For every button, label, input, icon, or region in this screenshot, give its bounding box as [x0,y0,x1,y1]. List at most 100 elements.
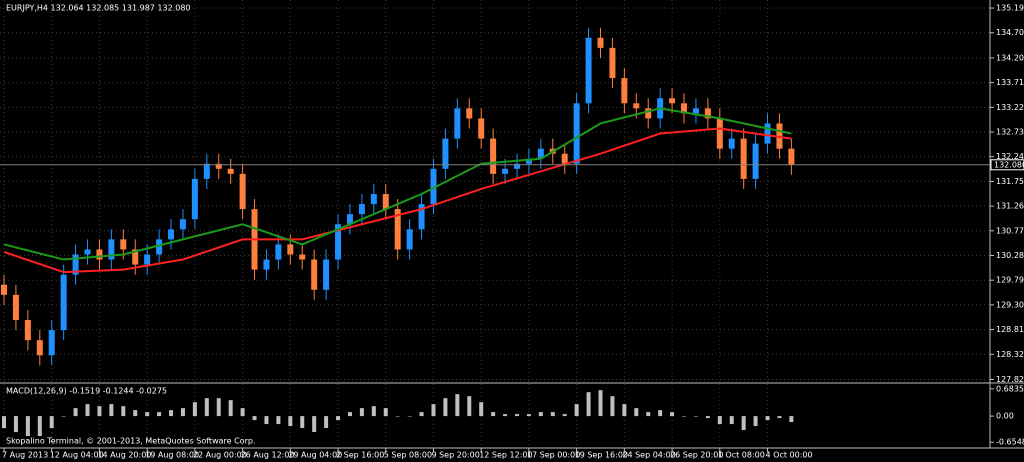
candle-body [12,294,19,321]
candle-body [36,340,43,356]
macd-bar [467,396,472,417]
macd-bar [741,416,746,431]
moving-average [3,107,792,261]
macd-bar [670,412,675,417]
macd-bar [25,416,30,437]
macd-bar [324,416,329,429]
macd-bar [610,396,615,417]
candle-body [609,47,616,79]
y-tick-label: 127.820 [996,375,1024,384]
macd-bar [133,410,138,417]
macd-bar [252,416,257,421]
candle-body [144,254,151,265]
candle-body [84,249,91,255]
macd-bar [622,404,627,417]
candle-body [60,274,67,331]
y-tick-label: 128.320 [996,350,1024,359]
candle-body [585,37,592,104]
macd-bar [109,404,114,417]
candle-body [525,158,532,164]
y-tick-label: 0.6835 [996,384,1024,393]
candle-body [203,163,210,179]
x-tick-label: 7 Aug 2013 [2,451,48,460]
macd-bar [157,412,162,417]
chart-title: EURJPY,H4 132.064 132.085 131.987 132.08… [6,4,191,13]
y-tick-label: 134.200 [996,53,1024,62]
y-tick-label: 131.260 [996,202,1024,211]
x-tick-label: 4 Oct 00:00 [766,451,813,460]
macd-bar [562,414,567,417]
last-price-label: 132.080 [994,160,1024,169]
candle-body [370,194,377,205]
candle-body [132,249,139,265]
macd-bar [264,416,269,425]
candle-body [573,103,580,164]
candle-body [239,173,246,210]
macd-bar [276,416,281,425]
macd-bar [419,412,424,417]
x-tick-label: 19 Sep 16:00 [575,451,628,460]
macd-bar [192,402,197,417]
candle-body [466,108,473,119]
macd-bar [228,400,233,417]
y-tick-label: 130.770 [996,226,1024,235]
macd-bar [347,412,352,417]
macd-bar [383,408,388,417]
candle-body [502,168,509,174]
macd-bar [693,416,698,417]
macd-bar [646,412,651,417]
x-tick-label: 26 Sep 20:00 [670,451,723,460]
macd-bar [336,416,341,421]
x-tick-label: 19 Aug 08:00 [145,451,199,460]
candle-body [728,138,735,149]
candle-body [561,153,568,164]
macd-bar [49,416,54,429]
candle-body [156,239,163,255]
macd-bar [538,412,543,417]
y-tick-label: 128.810 [996,325,1024,334]
macd-bar [526,414,531,417]
macd-title: MACD(12,26,9) -0.1519 -0.1244 -0.0275 [6,387,167,396]
y-tick-label: 129.790 [996,276,1024,285]
macd-bar [705,416,710,419]
y-tick-label: 135.190 [996,4,1024,13]
candle-body [740,138,747,179]
x-tick-label: 12 Aug 04:00 [50,451,104,460]
macd-bar [395,416,400,417]
macd-bar [431,404,436,417]
candle-body [788,148,795,165]
macd-bar [574,404,579,417]
macd-bar [312,416,317,433]
macd-bar [204,398,209,417]
x-tick-label: 26 Aug 12:00 [241,451,295,460]
macd-bar [491,412,496,417]
macd-bar [586,392,591,417]
macd-bar [765,416,770,421]
candle-body [215,163,222,169]
macd-bar [216,398,221,417]
candle-body [764,123,771,144]
candle-body [645,108,652,119]
candle-body [72,254,79,275]
macd-bar [359,408,364,417]
candle-body [716,118,723,149]
candle-body [323,259,330,290]
macd-bar [97,406,102,417]
candle-body [358,204,365,215]
y-tick-label: 129.300 [996,300,1024,309]
macd-bar [598,390,603,417]
footer: Skopalino Terminal, © 2001-2013, MetaQuo… [6,437,255,446]
macd-bar [479,402,484,417]
candle-body [311,259,318,290]
macd-bar [85,404,90,417]
x-tick-label: 1 Oct 08:00 [718,451,765,460]
candle-body [299,254,306,260]
candle-body [490,138,497,174]
candle-body [621,78,628,104]
macd-bar [550,412,555,417]
candle-body [275,244,282,260]
macd-bar [717,416,722,425]
macd-bar [455,394,460,417]
macd-bar [145,412,150,417]
candle-body [454,108,461,139]
